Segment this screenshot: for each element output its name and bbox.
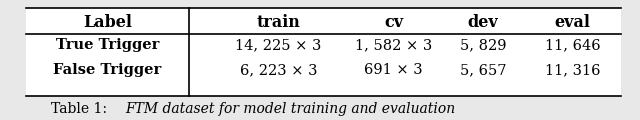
Bar	[26, 8, 621, 96]
Text: False Trigger: False Trigger	[53, 63, 161, 77]
Text: 1, 582 × 3: 1, 582 × 3	[355, 38, 432, 52]
Text: 6, 223 × 3: 6, 223 × 3	[239, 63, 317, 77]
Text: 691 × 3: 691 × 3	[364, 63, 423, 77]
Text: dev: dev	[468, 14, 499, 31]
Text: Table 1:: Table 1:	[51, 102, 108, 116]
Text: 5, 657: 5, 657	[460, 63, 506, 77]
Text: 11, 646: 11, 646	[545, 38, 600, 52]
Text: train: train	[257, 14, 300, 31]
Text: 14, 225 × 3: 14, 225 × 3	[236, 38, 321, 52]
Text: 11, 316: 11, 316	[545, 63, 600, 77]
Text: cv: cv	[384, 14, 403, 31]
Text: Label: Label	[83, 14, 132, 31]
Text: 5, 829: 5, 829	[460, 38, 506, 52]
Text: eval: eval	[555, 14, 591, 31]
Text: True Trigger: True Trigger	[56, 38, 159, 52]
Text: FTM dataset for model training and evaluation: FTM dataset for model training and evalu…	[125, 102, 455, 116]
